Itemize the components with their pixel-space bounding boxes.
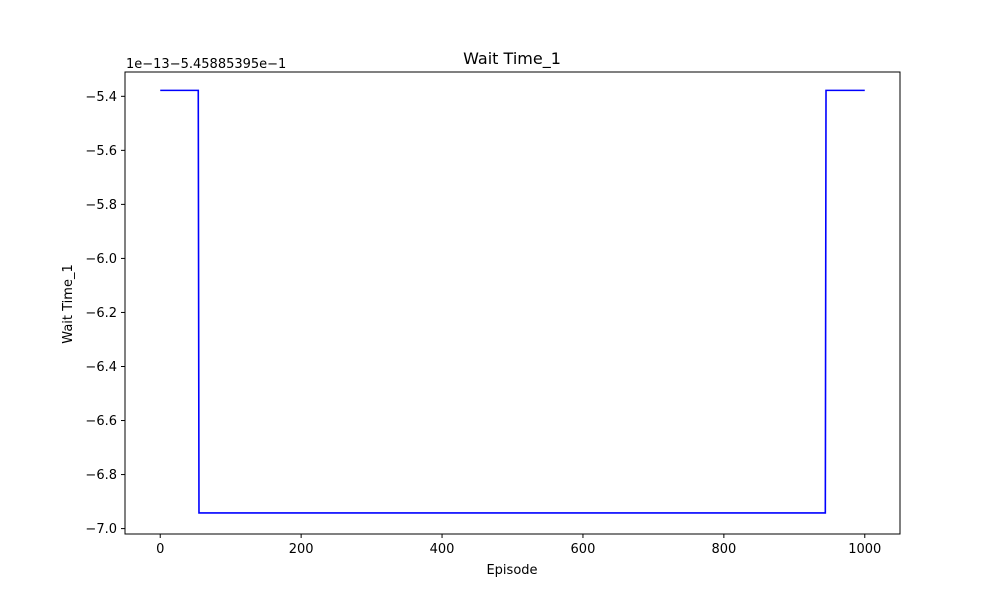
x-tick-label: 0	[156, 542, 164, 557]
y-tick-label: −6.2	[85, 306, 117, 321]
plot-area: 0 200 400 600 800 1000 −7.0 −6.8 −6.6 −6.4 −6.2 −6.…	[85, 71, 901, 557]
chart-title: Wait Time_1	[463, 49, 561, 69]
plot-frame	[124, 71, 901, 535]
y-tick-label: −6.6	[85, 414, 117, 429]
y-axis-label: Wait Time_1	[61, 264, 76, 343]
series-line-0	[160, 89, 865, 514]
x-tick-label: 1000	[848, 542, 881, 557]
y-tick-label: −7.0	[85, 522, 117, 537]
x-tick-label: 800	[711, 542, 736, 557]
y-tick-label: −6.0	[85, 252, 117, 267]
y-axis-offset-label: 1e−13−5.45885395e−1	[126, 57, 286, 72]
x-tick-label: 600	[571, 542, 596, 557]
x-tick-label: 400	[430, 542, 455, 557]
y-tick-label: −6.4	[85, 360, 117, 375]
x-tick-label: 200	[289, 542, 314, 557]
y-tick-label: −5.8	[85, 198, 117, 213]
y-tick-label: −5.4	[85, 90, 117, 105]
y-tick-label: −5.6	[85, 144, 117, 159]
x-axis-label: Episode	[486, 563, 537, 578]
y-tick-label: −6.8	[85, 468, 117, 483]
